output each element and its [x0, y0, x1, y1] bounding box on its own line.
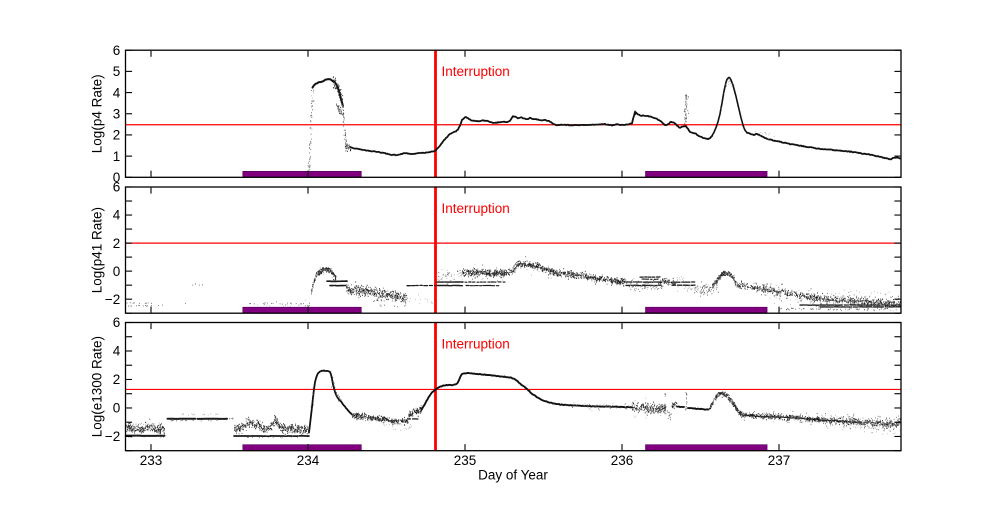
svg-text:0: 0 [113, 264, 121, 279]
svg-text:4: 4 [113, 344, 121, 359]
svg-text:5: 5 [113, 64, 121, 79]
svg-text:2: 2 [113, 128, 121, 143]
svg-text:2: 2 [113, 236, 121, 251]
svg-text:237: 237 [768, 453, 791, 468]
svg-text:Log(p4 Rate): Log(p4 Rate) [90, 74, 105, 153]
svg-text:2: 2 [113, 372, 121, 387]
svg-text:Day of Year: Day of Year [478, 468, 548, 483]
svg-text:6: 6 [113, 315, 121, 330]
svg-text:4: 4 [113, 85, 121, 100]
svg-text:6: 6 [113, 180, 121, 195]
svg-text:Interruption: Interruption [442, 336, 510, 351]
svg-text:Interruption: Interruption [442, 64, 510, 79]
svg-text:233: 233 [140, 453, 163, 468]
svg-text:4: 4 [113, 208, 121, 223]
svg-text:Log(p41 Rate): Log(p41 Rate) [90, 207, 105, 293]
svg-text:3: 3 [113, 107, 121, 122]
svg-text:234: 234 [297, 453, 320, 468]
svg-text:Interruption: Interruption [442, 201, 510, 216]
svg-text:235: 235 [454, 453, 477, 468]
svg-text:−2: −2 [105, 429, 120, 444]
svg-text:Log(e1300 Rate): Log(e1300 Rate) [90, 336, 105, 437]
svg-text:0: 0 [113, 170, 121, 185]
svg-text:6: 6 [113, 43, 121, 58]
svg-text:0: 0 [113, 401, 121, 416]
svg-text:−2: −2 [105, 292, 120, 307]
svg-text:1: 1 [113, 149, 121, 164]
svg-text:236: 236 [611, 453, 634, 468]
